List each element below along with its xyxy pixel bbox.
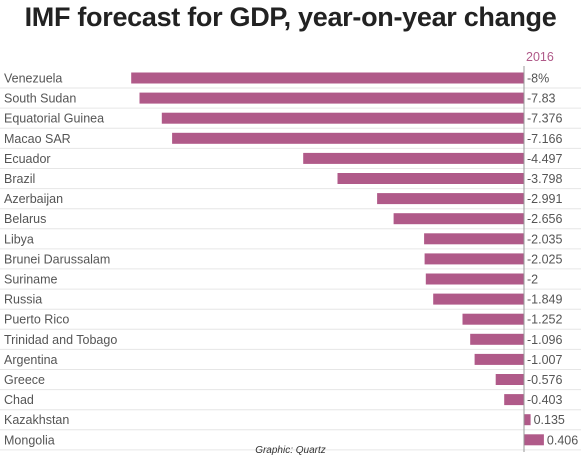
bar <box>524 414 531 426</box>
grid-lines <box>0 87 581 451</box>
category-label: Brunei Darussalam <box>4 252 110 266</box>
bar <box>161 112 525 124</box>
bar <box>139 92 524 104</box>
bar <box>172 132 524 144</box>
bar <box>303 152 524 164</box>
bar <box>433 293 524 305</box>
value-label: -0.576 <box>527 373 562 387</box>
value-label: -8% <box>527 72 549 86</box>
chart-title: IMF forecast for GDP, year-on-year chang… <box>24 2 557 32</box>
value-label: -1.849 <box>527 293 562 307</box>
bar <box>377 193 524 205</box>
value-label: -7.376 <box>527 112 562 126</box>
bar <box>524 434 544 446</box>
value-label: 0.135 <box>534 413 565 427</box>
value-label: -7.83 <box>527 92 556 106</box>
category-label: Russia <box>4 293 42 307</box>
value-label: -2.025 <box>527 252 562 266</box>
bar <box>474 353 524 365</box>
value-label: -2.991 <box>527 192 562 206</box>
category-label: Kazakhstan <box>4 413 69 427</box>
bar <box>504 394 524 406</box>
bar <box>495 374 524 385</box>
category-label: Mongolia <box>4 433 55 447</box>
value-label: -2 <box>527 273 538 287</box>
bar <box>337 173 524 184</box>
category-label: Ecuador <box>4 152 51 166</box>
value-label: -4.497 <box>527 152 562 166</box>
chart-credit: Graphic: Quartz <box>255 445 326 456</box>
category-label: Venezuela <box>4 72 62 86</box>
category-label: Macao SAR <box>4 132 71 146</box>
category-label: Argentina <box>4 353 58 367</box>
category-label: Chad <box>4 393 34 407</box>
series-header-label: 2016 <box>526 50 554 64</box>
value-label: -1.096 <box>527 333 562 347</box>
category-label: Trinidad and Tobago <box>4 333 117 347</box>
category-label: Greece <box>4 373 45 387</box>
bar <box>131 72 524 84</box>
category-label: Libya <box>4 232 34 246</box>
bar <box>424 253 524 265</box>
category-label: Puerto Rico <box>4 313 69 327</box>
value-label: -1.007 <box>527 353 562 367</box>
bar <box>425 273 524 285</box>
value-label: -3.798 <box>527 172 562 186</box>
category-label: Equatorial Guinea <box>4 112 104 126</box>
bar <box>424 233 524 245</box>
category-label: Belarus <box>4 212 46 226</box>
value-label: 0.406 <box>547 433 578 447</box>
value-label: -7.166 <box>527 132 562 146</box>
bar <box>462 313 524 325</box>
value-label: -1.252 <box>527 313 562 327</box>
value-labels: -8% -7.83 -7.376 -7.166 -4.497 -3.798 -2.991 -2… <box>527 72 578 448</box>
bars <box>131 72 544 446</box>
category-label: South Sudan <box>4 92 76 106</box>
bar <box>393 213 524 225</box>
value-label: -0.403 <box>527 393 562 407</box>
bar <box>470 333 524 345</box>
value-label: -2.035 <box>527 232 562 246</box>
category-labels: Venezuela South Sudan Equatorial Guinea Mac… <box>4 72 117 448</box>
value-label: -2.656 <box>527 212 562 226</box>
category-label: Azerbaijan <box>4 192 63 206</box>
category-label: Suriname <box>4 273 58 287</box>
category-label: Brazil <box>4 172 35 186</box>
